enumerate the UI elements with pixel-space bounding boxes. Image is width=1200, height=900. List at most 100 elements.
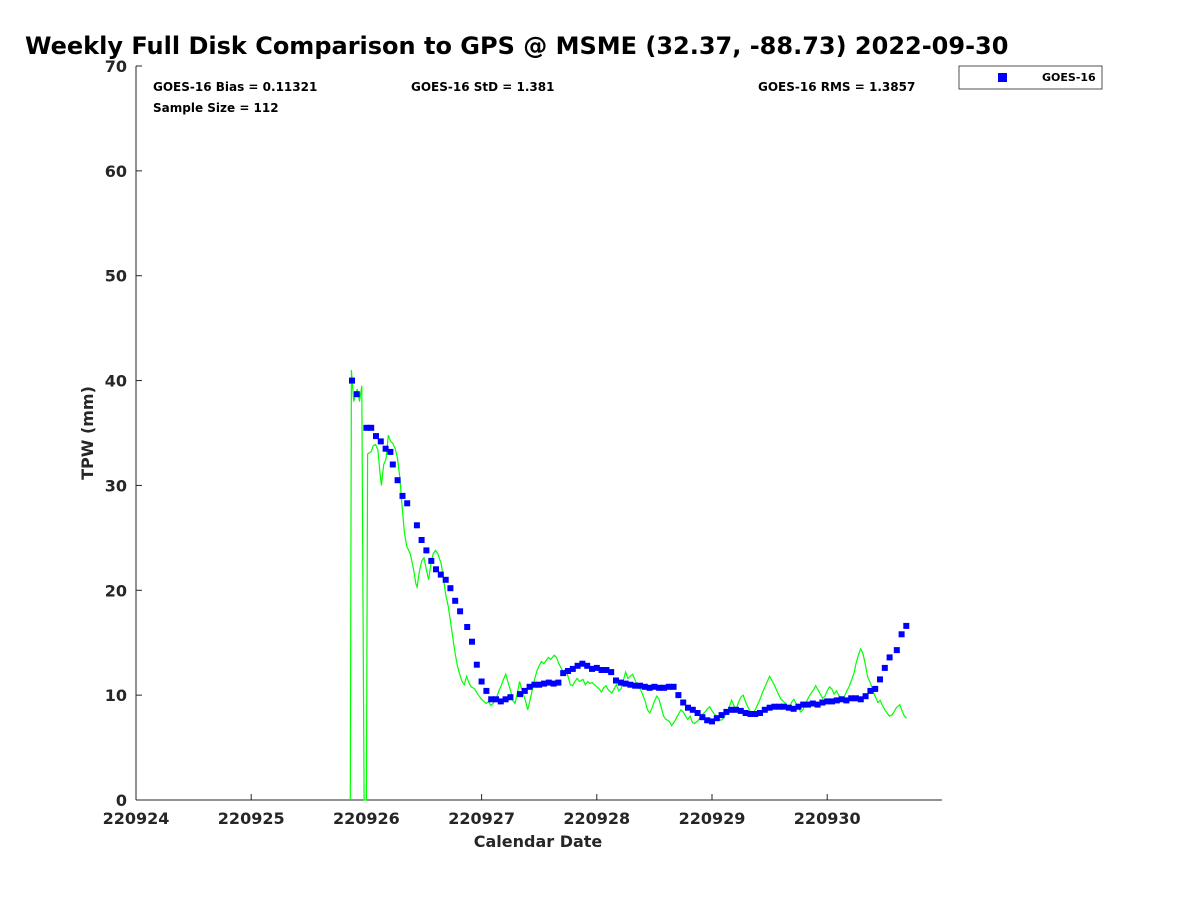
goes16-point [584,662,591,669]
series-layer [349,370,910,801]
goes16-point [853,695,859,702]
x-tick-label: 220929 [679,809,746,828]
goes16-point [555,679,562,686]
plot-area [135,66,942,801]
goes16-point [545,679,552,686]
goes16-point [536,681,543,688]
x-tick-label: 220927 [448,809,515,828]
goes16-point [713,715,720,722]
goes16-point [814,701,821,708]
goes16-point [833,697,840,704]
goes16-point [457,608,464,615]
goes16-point [560,670,567,677]
goes16-point [893,647,900,654]
goes16-point [478,678,485,685]
goes16-point [785,704,792,711]
goes16-point [800,701,807,708]
goes16-point [464,624,471,630]
gps-line [349,370,908,801]
goes16-point [872,685,879,692]
goes16-point [488,696,495,703]
sample-size-stat: Sample Size = 112 [153,101,279,115]
goes16-point [641,683,648,690]
x-tick-label: 220926 [333,809,400,828]
goes16-point [867,687,874,694]
y-axis-label: TPW (mm) [78,386,97,480]
goes16-point [413,522,420,529]
goes16-point [452,597,459,604]
goes16-point [694,710,701,716]
goes16-point [433,566,439,573]
goes16-point [848,695,855,702]
x-tick-label: 220925 [218,809,285,828]
goes16-point [349,377,355,384]
goes16-point [747,711,754,717]
legend-box [958,65,1103,90]
goes16-point [829,698,835,705]
goes16-point [776,703,783,710]
goes16-point [886,654,893,661]
goes16-point [579,660,586,667]
goes16-point [517,691,523,698]
goes16-point [437,571,444,578]
goes16-point [598,667,605,673]
goes16-point [809,700,816,707]
goes16-point [483,687,490,694]
goes16-point [675,692,682,699]
goes16-point [617,679,624,686]
goes16-point [565,668,571,674]
goes16-point [838,696,845,703]
legend: GOES-16 [958,65,1103,90]
goes16-point [646,684,653,691]
y-tick-label: 60 [105,162,127,181]
goes16-point [404,500,411,507]
goes16-point [766,704,773,711]
goes16-point [418,537,425,543]
goes16-point [718,712,725,719]
goes16-point [622,680,629,687]
goes16-point [670,683,677,690]
goes16-point [752,711,759,717]
goes16-point [771,703,778,710]
goes16-point [877,676,883,683]
goes16-point [704,717,711,724]
goes16-point [368,424,375,431]
rms-stat: GOES-16 RMS = 1.3857 [758,80,915,94]
x-axis-label: Calendar Date [474,832,603,851]
goes16-point [493,696,499,703]
goes16-point [661,684,667,691]
goes16-point [737,707,744,714]
goes16-point [569,665,576,672]
y-tick-label: 20 [105,581,127,600]
goes16-point [685,704,691,711]
goes16-point [680,699,687,706]
y-tick-label: 70 [105,57,127,76]
goes16-point [843,697,850,704]
goes16-point [637,682,643,689]
goes16-point [728,706,735,713]
goes16-point [824,698,831,705]
goes16-point [363,424,370,431]
legend-label-goes16: GOES-16 [1042,71,1096,84]
goes16-point [382,445,389,452]
goes16-point [757,710,763,716]
x-tick-label: 220930 [794,809,861,828]
goes16-point [526,683,533,690]
goes16-point [603,667,610,673]
goes16-point [447,585,454,592]
goes16-point [521,687,528,694]
std-stat: GOES-16 StD = 1.381 [411,80,554,94]
bias-stat: GOES-16 Bias = 0.11321 [153,80,317,94]
y-tick-label: 10 [105,686,127,705]
goes16-point [723,708,730,715]
goes16-point [473,661,480,668]
goes16-point [709,718,715,725]
goes16-point [795,703,802,710]
goes16-point [589,665,595,672]
y-tick-label: 40 [105,372,127,391]
goes16-point [353,391,360,398]
goes16-point [502,696,509,703]
goes16-point [442,576,449,583]
goes16-point [903,622,910,629]
